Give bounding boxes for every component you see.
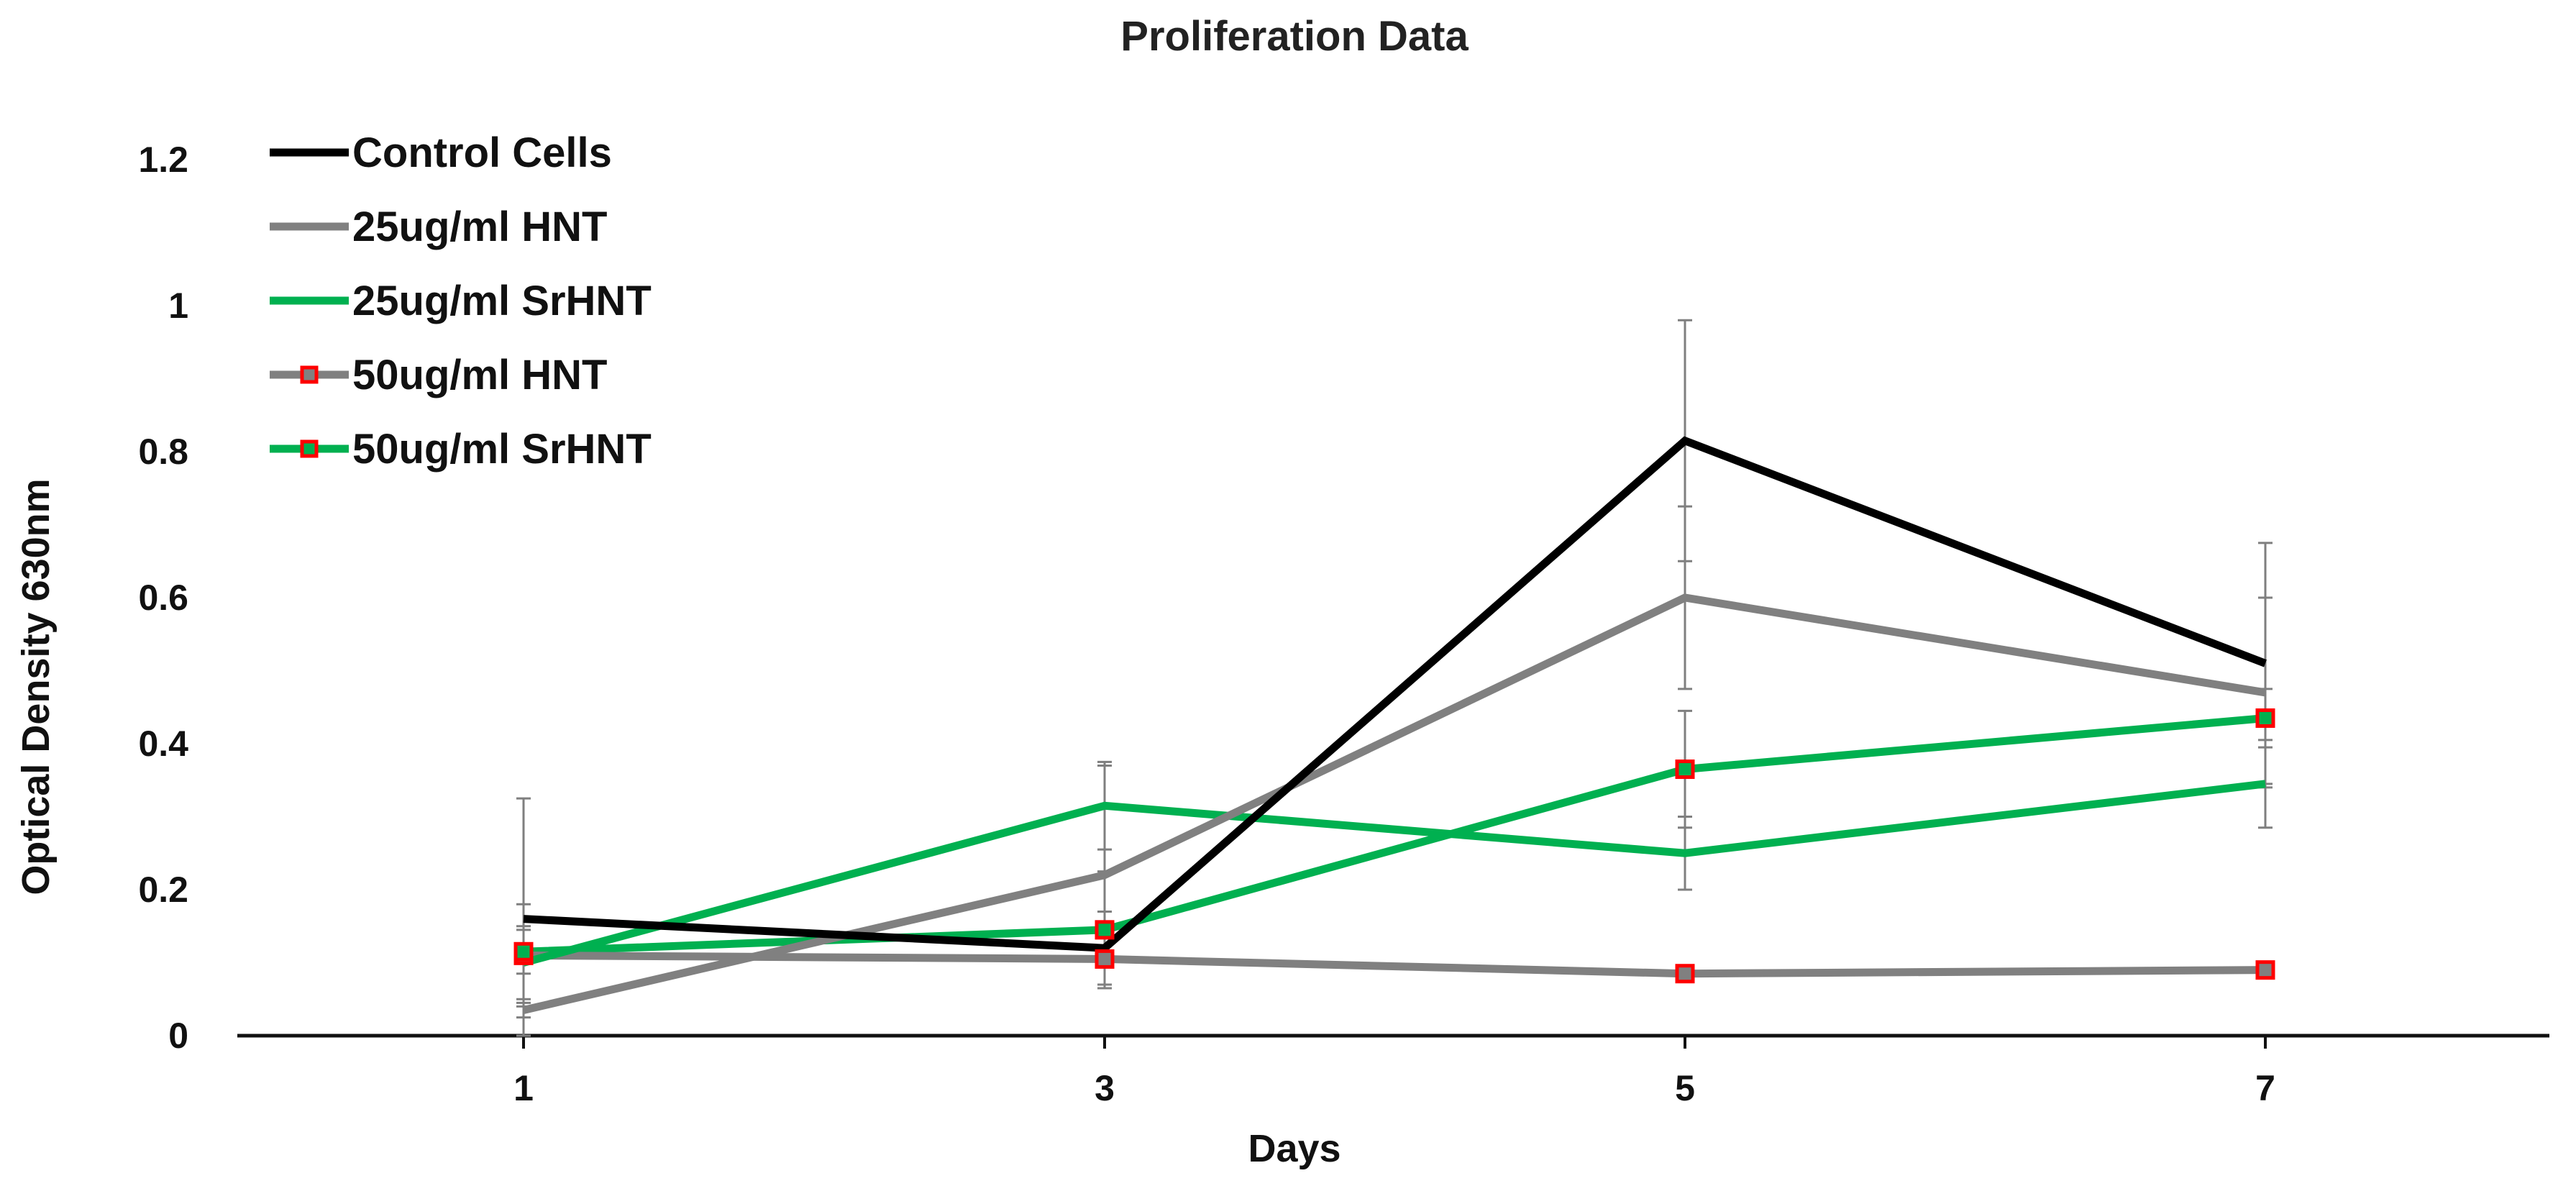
series-line bbox=[523, 436, 2267, 952]
y-tick-label: 1 bbox=[168, 286, 188, 326]
data-point-marker bbox=[2255, 960, 2275, 980]
legend-label: 50ug/ml SrHNT bbox=[352, 426, 652, 473]
chart-title: Proliferation Data bbox=[1120, 13, 1469, 60]
x-tick-label: 3 bbox=[1095, 1068, 1115, 1108]
legend-label: 25ug/ml HNT bbox=[352, 204, 608, 250]
y-tick-label: 0 bbox=[168, 1016, 188, 1056]
series-line bbox=[523, 713, 2266, 956]
y-tick-label: 0.8 bbox=[138, 432, 188, 472]
data-point-marker bbox=[513, 941, 534, 962]
data-point-marker bbox=[1095, 920, 1115, 940]
x-tick-label: 7 bbox=[2255, 1068, 2275, 1108]
series-line bbox=[523, 951, 2266, 978]
x-tick-labels: 1 3 5 7 bbox=[513, 1068, 2275, 1108]
legend-label: 25ug/ml SrHNT bbox=[352, 278, 652, 324]
legend-label: 50ug/ml HNT bbox=[352, 352, 608, 398]
y-tick-label: 0.6 bbox=[138, 578, 188, 618]
data-point-marker bbox=[1675, 964, 1695, 984]
x-tick-label: 5 bbox=[1675, 1068, 1695, 1108]
data-point-marker bbox=[1095, 949, 1115, 969]
legend-marker bbox=[300, 439, 319, 458]
y-tick-label: 0.2 bbox=[138, 870, 188, 910]
error-bars bbox=[516, 319, 2273, 1037]
series-markers bbox=[513, 708, 2275, 984]
data-point-marker bbox=[1675, 760, 1695, 780]
legend: Control Cells 25ug/ml HNT 25ug/ml SrHNT 50u… bbox=[270, 129, 652, 473]
x-axis-title: Days bbox=[1248, 1127, 1340, 1170]
y-tick-label: 0.4 bbox=[138, 724, 188, 764]
x-tick-label: 1 bbox=[513, 1068, 534, 1108]
series-lines bbox=[522, 436, 2267, 1014]
legend-label: Control Cells bbox=[352, 129, 612, 176]
y-tick-labels: 0 0.2 0.4 0.6 0.8 1 1.2 bbox=[138, 140, 188, 1056]
y-tick-label: 1.2 bbox=[138, 140, 188, 180]
data-point-marker bbox=[2255, 708, 2275, 728]
y-axis-title: Optical Density 630nm bbox=[14, 478, 58, 895]
series-line bbox=[522, 780, 2266, 967]
x-tick-marks bbox=[522, 1036, 2267, 1049]
legend-marker bbox=[300, 365, 319, 384]
series-line bbox=[522, 593, 2266, 1014]
